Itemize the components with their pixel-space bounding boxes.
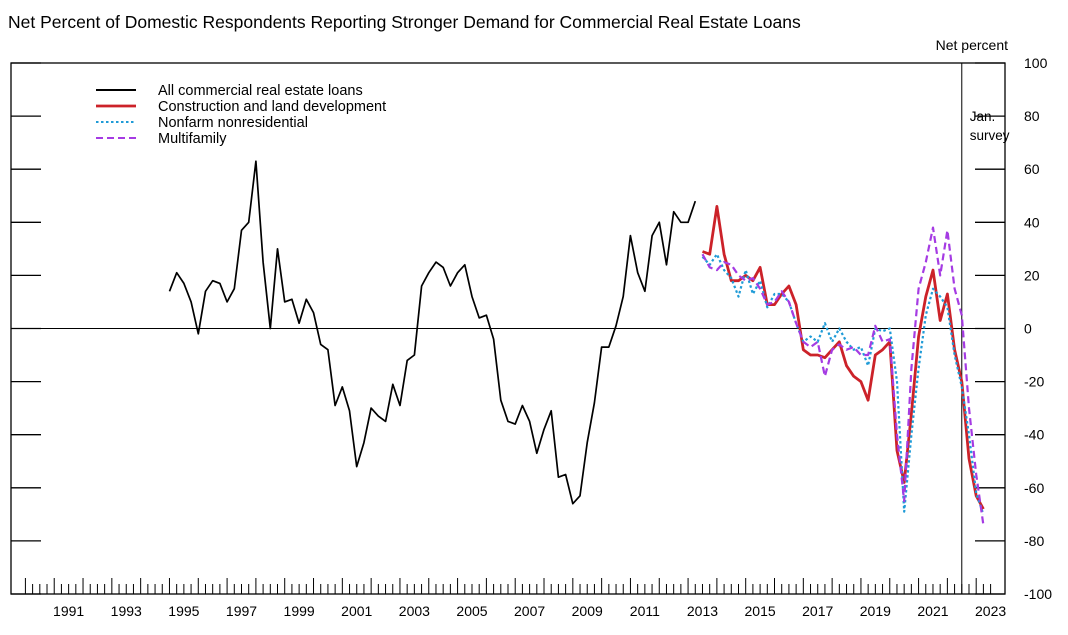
annotation-text-line1: Jan. [970,109,996,124]
legend-label: All commercial real estate loans [158,83,363,99]
y-tick-label: -100 [1024,586,1052,602]
legend-label: Multifamily [158,131,227,147]
annotation: Jan. survey [961,63,1010,594]
series-line-3 [701,253,985,515]
y-tick-label: -60 [1024,480,1044,496]
x-tick-label: 2009 [572,603,603,619]
x-tick-label: 1991 [53,603,84,619]
x-tick-label: 2019 [860,603,891,619]
chart-title: Net Percent of Domestic Respondents Repo… [8,12,801,32]
x-tick-label: 2015 [745,603,776,619]
x-tick-label: 2005 [456,603,487,619]
y-tick-label: -40 [1024,427,1044,443]
legend: All commercial real estate loansConstruc… [96,83,386,147]
x-tick-label: 2011 [630,603,660,619]
y-axis-label: Net percent [936,37,1008,53]
y-tick-label: 100 [1024,55,1048,71]
y-ticks: 100 80 60 40 20 0 -20 -40 -60 -80 -100 [11,55,1052,602]
y-tick-label: 0 [1024,321,1032,337]
y-tick-label: -80 [1024,533,1044,549]
legend-label: Construction and land development [158,99,386,115]
x-ticks: 1991 1993 1995 1997 1999 2001 2003 2005 2007 2009… [24,578,1006,619]
series-line-1 [168,160,697,505]
x-tick-label: 2021 [917,603,948,619]
x-tick-label: 2001 [341,603,372,619]
y-tick-label: 80 [1024,108,1040,124]
annotation-text-line2: survey [970,128,1010,143]
series-line-4 [701,226,985,526]
series-layer [168,160,985,526]
y-tick-label: 20 [1024,267,1040,283]
x-tick-label: 2007 [514,603,545,619]
y-tick-label: 60 [1024,161,1040,177]
x-tick-label: 2023 [975,603,1006,619]
x-tick-label: 1995 [168,603,199,619]
legend-label: Nonfarm nonresidential [158,115,308,131]
x-tick-label: 2003 [399,603,430,619]
x-tick-label: 2017 [802,603,833,619]
x-tick-label: 1997 [226,603,257,619]
y-tick-label: 40 [1024,214,1040,230]
x-tick-label: 1999 [284,603,315,619]
x-tick-label: 2013 [687,603,718,619]
y-tick-label: -20 [1024,374,1044,390]
x-tick-label: 1993 [111,603,142,619]
series-line-2 [702,204,985,510]
